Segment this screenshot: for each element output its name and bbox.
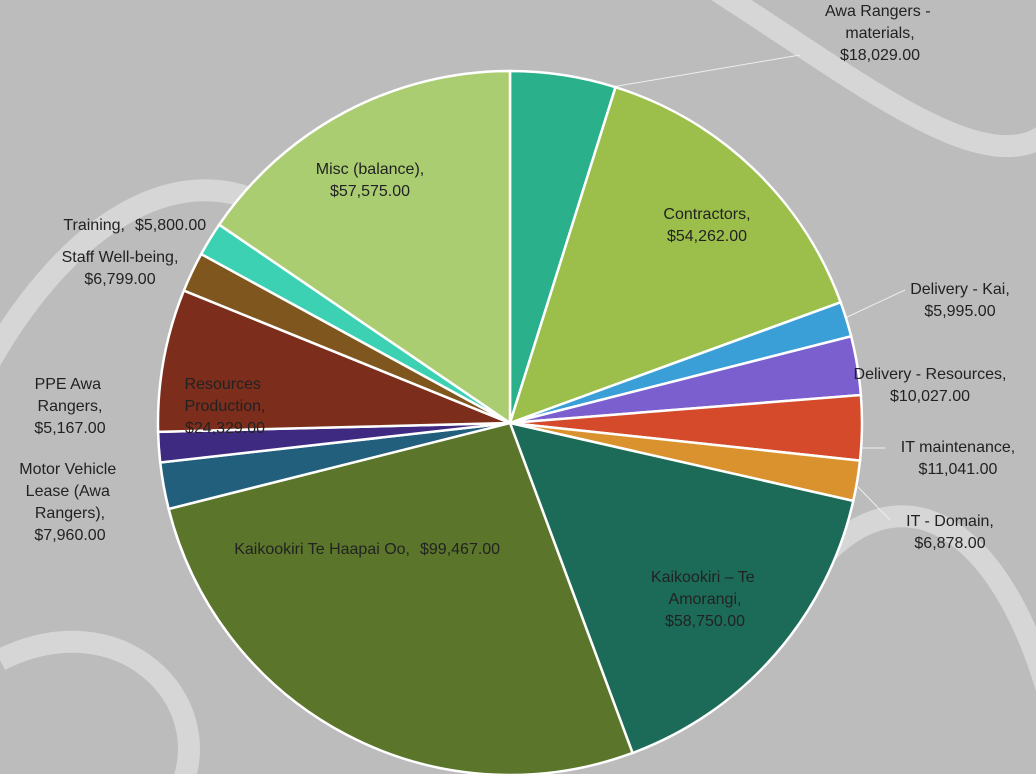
label-line: Rangers), xyxy=(35,505,105,522)
data-label-value: $58,750.00 xyxy=(665,613,745,630)
data-label-value: $7,960.00 xyxy=(34,527,105,544)
leader-line xyxy=(857,486,891,521)
data-label-value: $99,467.00 xyxy=(420,541,500,558)
data-label-category: Delivery - Resources, xyxy=(854,366,1007,383)
pattern-curve xyxy=(711,0,1036,158)
pattern-curve xyxy=(811,505,1036,692)
label-line: Production, xyxy=(185,398,266,415)
label-line: IT maintenance, xyxy=(901,439,1015,456)
data-label-category: Training, xyxy=(63,217,125,234)
data-label-value: $5,995.00 xyxy=(924,303,995,320)
label-line: Misc (balance), xyxy=(316,161,424,178)
data-label-value: $57,575.00 xyxy=(330,183,410,200)
label-line: Awa Rangers - xyxy=(825,3,935,20)
label-line: IT - Domain, xyxy=(906,513,994,530)
pie-slice xyxy=(217,69,512,426)
data-label-category: IT - Domain, xyxy=(906,513,994,530)
slices xyxy=(156,69,864,777)
pie-slice xyxy=(167,421,635,777)
data-label-category: Kaikookiri Te Haapai Oo, xyxy=(234,541,410,558)
data-label-category: IT maintenance, xyxy=(901,439,1015,456)
label-line: Kaikookiri – Te xyxy=(651,569,759,586)
label-line: PPE Awa xyxy=(35,376,106,393)
label-line: Staff Well-being, xyxy=(62,249,179,266)
label-line: materials, xyxy=(845,25,914,42)
data-label-category: PPE Awa Rangers, xyxy=(35,376,106,415)
data-label-value: $6,878.00 xyxy=(914,535,985,552)
data-label-category: Kaikookiri – Te Amorangi, xyxy=(651,569,759,608)
label-line: Contractors, xyxy=(663,206,750,223)
label-line: Delivery - Resources, xyxy=(854,366,1007,383)
data-label-category: Awa Rangers - materials, xyxy=(825,3,935,42)
label-line: Delivery - Kai, xyxy=(910,281,1010,298)
pattern-curve xyxy=(0,630,200,779)
labels: Awa Rangers - materials, $18,029.00 Contra… xyxy=(19,3,1015,630)
pie-slice xyxy=(508,85,843,426)
label-line: Amorangi, xyxy=(669,591,742,608)
data-label-value: $24,329.00 xyxy=(185,420,265,437)
data-label-category: Staff Well-being, xyxy=(62,249,179,266)
data-label-value: $5,167.00 xyxy=(34,420,105,437)
pie-slice xyxy=(508,421,855,755)
data-label-value: $11,041.00 xyxy=(919,461,998,478)
label-line: Rangers, xyxy=(38,398,103,415)
data-label-category: Motor Vehicle Lease (Awa Rangers), xyxy=(19,461,120,522)
data-label-category: Resources Production, xyxy=(185,376,266,415)
label-line: Lease (Awa xyxy=(26,483,115,500)
data-label-category: Contractors, xyxy=(663,206,750,223)
data-label-category: Delivery - Kai, xyxy=(910,281,1010,298)
data-label-value: $18,029.00 xyxy=(840,47,920,64)
leader-line xyxy=(844,289,906,319)
data-label-value: $10,027.00 xyxy=(890,388,970,405)
data-label-category: Misc (balance), xyxy=(316,161,424,178)
data-label-value: $6,799.00 xyxy=(84,271,155,288)
pie-slice xyxy=(156,288,511,434)
label-line: Motor Vehicle xyxy=(19,461,120,478)
label-line: Resources xyxy=(185,376,266,393)
data-label-value: $54,262.00 xyxy=(667,228,747,245)
data-label-value: $5,800.00 xyxy=(135,217,206,234)
